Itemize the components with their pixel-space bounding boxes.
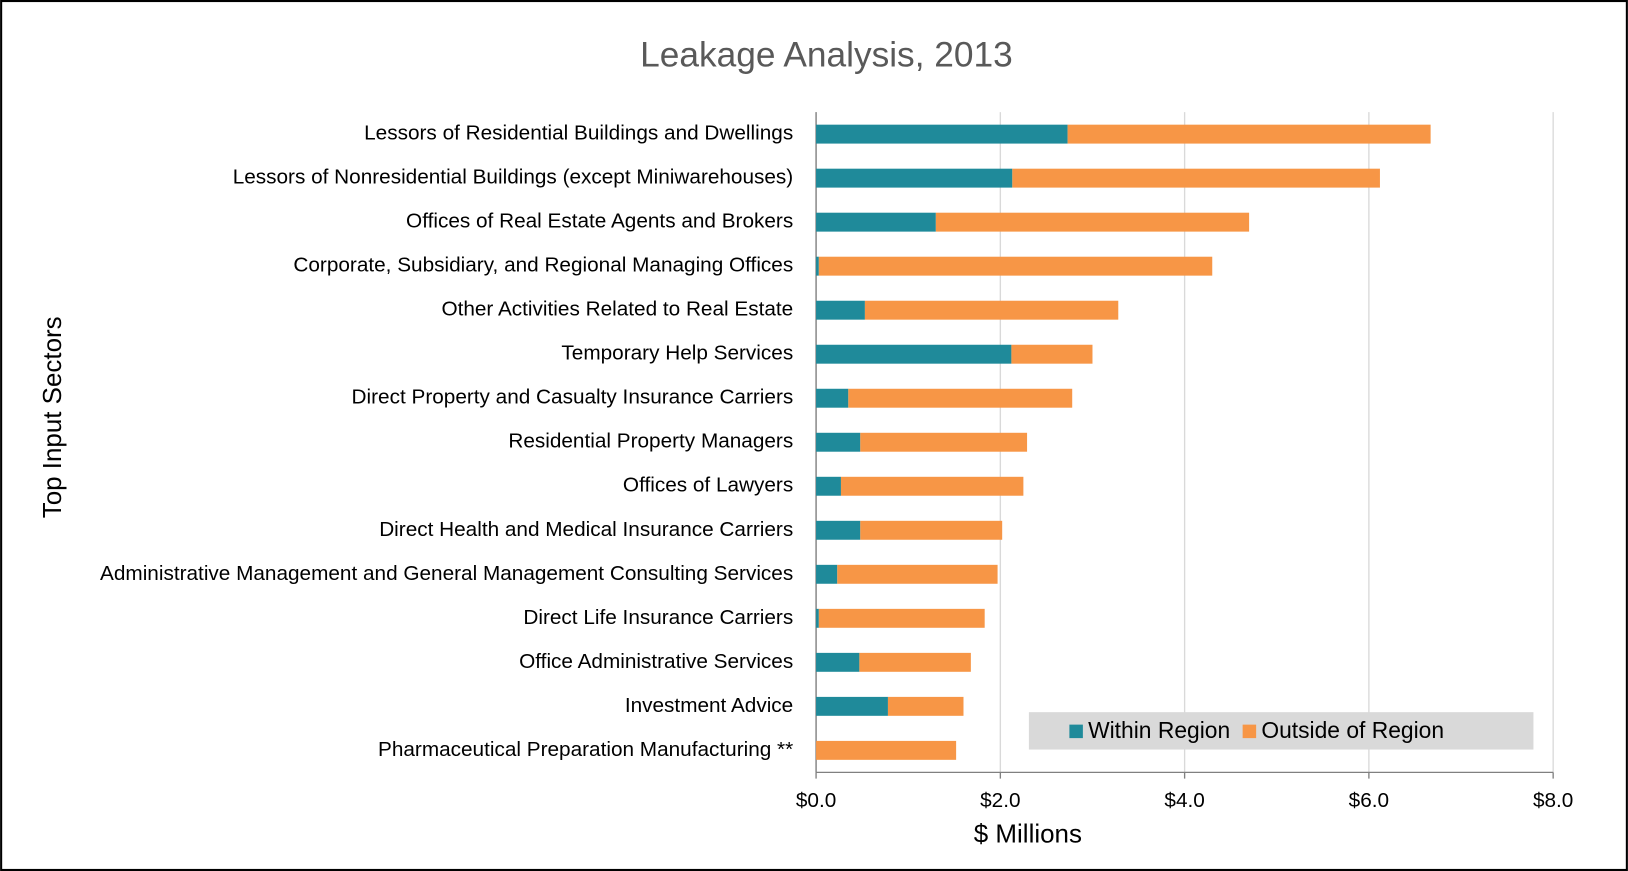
y-tick-label: Direct Life Insurance Carriers (523, 606, 793, 629)
bar-segment (837, 564, 998, 584)
bar-segment (816, 740, 957, 760)
bar-segment (816, 564, 838, 584)
bar-segment (848, 388, 1073, 408)
x-tick-label: $0.0 (796, 789, 836, 812)
bar-segment (816, 388, 849, 408)
bar-segment (816, 476, 841, 496)
y-tick-label: Pharmaceutical Preparation Manufacturing… (378, 738, 793, 761)
bar-segment (816, 652, 860, 672)
chart-title: Leakage Analysis, 2013 (640, 35, 1013, 74)
x-tick-label: $8.0 (1533, 789, 1573, 812)
bar-segment (818, 256, 1213, 276)
bar-segment (860, 520, 1003, 540)
bar-segment (864, 300, 1119, 320)
y-tick-label: Offices of Lawyers (623, 474, 793, 497)
x-axis-title: $ Millions (974, 821, 1082, 849)
y-tick-label: Temporary Help Services (561, 342, 793, 365)
x-tick-label: $6.0 (1349, 789, 1389, 812)
bar-segment (816, 344, 1012, 364)
y-tick-label: Direct Health and Medical Insurance Carr… (379, 518, 793, 541)
legend-label: Within Region (1088, 717, 1230, 743)
bar-segment (816, 608, 819, 628)
y-tick-label: Administrative Management and General Ma… (100, 562, 793, 585)
bar-segment (887, 696, 964, 716)
bar-segment (816, 212, 936, 232)
y-tick-label: Residential Property Managers (508, 430, 793, 453)
y-tick-label: Office Administrative Services (519, 650, 793, 673)
bar-segment (818, 608, 985, 628)
bar-segment (1011, 344, 1093, 364)
x-tick-label: $2.0 (980, 789, 1020, 812)
legend-label: Outside of Region (1261, 717, 1444, 743)
bar-segment (840, 476, 1024, 496)
y-tick-label: Other Activities Related to Real Estate (441, 298, 793, 321)
bar-segment (860, 432, 1028, 452)
bar-segment (816, 520, 861, 540)
y-tick-label: Offices of Real Estate Agents and Broker… (406, 210, 793, 233)
y-tick-label: Corporate, Subsidiary, and Regional Mana… (293, 254, 793, 277)
y-tick-label: Lessors of Residential Buildings and Dwe… (364, 122, 793, 145)
bar-segment (1067, 124, 1431, 144)
bar-segment (816, 432, 861, 452)
bar-segment (816, 300, 865, 320)
bar-segment (935, 212, 1250, 232)
legend-box (1028, 712, 1534, 750)
bar-segment (816, 256, 819, 276)
legend-swatch (1069, 724, 1083, 739)
bar-segment (816, 124, 1068, 144)
bar-segment (816, 168, 1013, 188)
y-axis-title: Top Input Sectors (39, 316, 67, 518)
y-tick-label: Lessors of Nonresidential Buildings (exc… (233, 166, 794, 189)
y-tick-label: Direct Property and Casualty Insurance C… (352, 386, 794, 409)
bar-segment (816, 696, 888, 716)
y-tick-label: Investment Advice (625, 694, 793, 717)
legend-swatch (1242, 724, 1257, 739)
bar-segment (1012, 168, 1380, 188)
bar-segment (859, 652, 971, 672)
x-tick-label: $4.0 (1164, 789, 1204, 812)
